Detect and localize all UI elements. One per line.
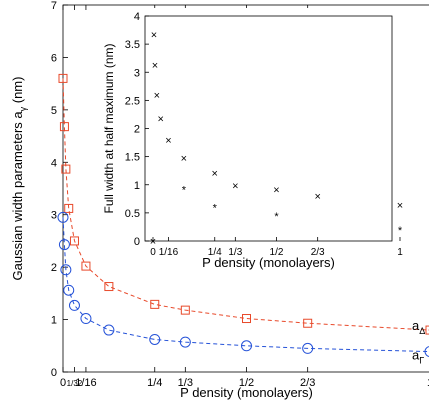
main-point-square (104, 282, 114, 292)
inset-point-x: × (273, 184, 279, 196)
main-x-tick-label: 1/4 (147, 377, 162, 389)
main-point-circle (424, 346, 429, 357)
main-point-circle (68, 299, 80, 311)
inset-point-x: × (154, 90, 160, 102)
inset-point-asterisk: * (274, 211, 279, 223)
main-point-square (59, 122, 69, 132)
main-y-tick-label: 4 (51, 157, 57, 169)
main-x-tick-label: 1 (427, 377, 429, 389)
inset-y-tick-label: 0 (134, 236, 140, 248)
inset-point-x: × (181, 153, 187, 165)
inset-plot-frame (144, 15, 393, 242)
inset-point-x: × (232, 180, 238, 192)
main-x-tick-label: 1/16 (75, 377, 96, 389)
main-y-axis-label: Gaussian width parameters aγ (nm) (10, 77, 28, 281)
inset-x-axis-label: P density (monolayers) (202, 255, 335, 270)
main-x-tick-label: 0 (60, 377, 66, 389)
inset-y-tick-label: 0.5 (125, 208, 140, 220)
main-y-tick-label: 2 (51, 262, 57, 274)
inset-point-x: × (150, 236, 156, 248)
inset-y-tick-label: 1 (134, 180, 140, 192)
inset-x-tick-label: 1/2 (270, 247, 284, 258)
main-y-tick-label: 3 (51, 210, 57, 222)
main-point-circle (60, 264, 72, 276)
inset-x-tick-label: 0 (150, 247, 156, 258)
main-y-tick-label: 0 (51, 367, 57, 379)
main-x-tick-label: 1/32 (67, 379, 83, 388)
main-y-tick-label: 5 (51, 105, 57, 117)
main-point-circle (302, 342, 314, 354)
inset-point-x: × (152, 60, 158, 72)
main-point-square (81, 261, 91, 271)
main-point-circle (103, 324, 115, 336)
inset-x-tick-label: 1/3 (228, 247, 242, 258)
main-series-label-0: aΔ (412, 318, 425, 336)
inset-x-tick-label: 1/16 (159, 247, 179, 258)
main-x-tick-label: 2/3 (300, 377, 315, 389)
main-y-tick-label: 6 (51, 52, 57, 64)
main-point-square (150, 299, 160, 309)
inset-point-x: × (212, 168, 218, 180)
main-point-circle (179, 336, 191, 348)
main-point-square (64, 203, 74, 213)
main-point-square (242, 314, 251, 324)
main-point-square (425, 325, 429, 335)
main-point-square (58, 73, 68, 83)
inset-y-tick-label: 3 (134, 67, 140, 79)
inset-point-x: × (158, 113, 164, 125)
main-point-circle (58, 239, 70, 251)
main-point-square (69, 236, 79, 246)
inset-point-asterisk: * (182, 184, 187, 196)
inset-point-asterisk: * (398, 225, 403, 237)
main-x-tick-label: 1/2 (239, 377, 254, 389)
main-series-line-1 (62, 217, 429, 353)
inset-point-x: × (151, 30, 157, 42)
main-point-circle (80, 313, 92, 325)
main-point-circle (57, 211, 69, 223)
main-x-axis-label: P density (monolayers) (180, 385, 313, 400)
main-series-line-0 (62, 78, 429, 331)
inset-y-tick-label: 1.5 (125, 152, 140, 164)
inset-y-tick-label: 4 (134, 11, 140, 23)
inset-point-x: × (314, 191, 320, 203)
inset-y-tick-label: 2 (134, 124, 140, 136)
main-point-square (303, 318, 313, 328)
inset-y-axis-label: Full width at half maximum (nm) (102, 43, 116, 213)
inset-point-x: × (165, 135, 171, 147)
main-point-square (180, 305, 190, 315)
inset-y-tick-label: 3.5 (125, 39, 140, 51)
inset-chart: 00.511.522.533.540 1/16 1/4 1/3 1/2 2/3 1P den… (96, 8, 403, 274)
inset-y-tick-label: 2.5 (125, 95, 140, 107)
inset-x-tick-label: 1 (397, 247, 403, 258)
inset-x-tick-label: 1/4 (208, 247, 222, 258)
inset-x-tick-label: 2/3 (311, 247, 325, 258)
main-point-circle (241, 340, 252, 352)
main-y-tick-label: 7 (51, 0, 57, 12)
inset-point-asterisk: * (213, 202, 218, 214)
main-series-label-1: aΓ (412, 348, 424, 366)
main-point-circle (63, 284, 75, 296)
main-y-tick-label: 1 (51, 315, 57, 327)
main-x-tick-label: 1/3 (178, 377, 193, 389)
main-point-square (61, 164, 71, 174)
inset-point-x: × (397, 200, 403, 212)
main-point-circle (149, 333, 161, 345)
